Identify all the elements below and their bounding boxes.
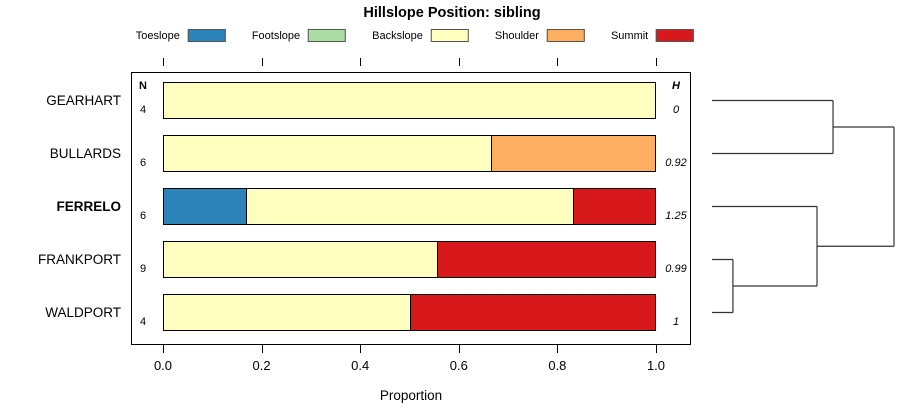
bar-ferrelo	[163, 188, 656, 225]
bar-segment-summit	[572, 189, 655, 224]
x-axis-top-tick	[163, 58, 164, 66]
bar-segment-backslope	[164, 242, 437, 277]
legend-swatch-footslope	[308, 29, 347, 42]
x-axis-title: Proportion	[379, 388, 443, 403]
n-value-frankport: 9	[139, 263, 147, 275]
row-label-frankport: FRANKPORT	[37, 252, 121, 267]
h-value-bullards: 0.92	[665, 157, 687, 169]
legend-item-backslope: Backslope	[372, 29, 469, 42]
x-axis-top-tick	[656, 58, 657, 66]
x-axis-bottom-tick	[163, 345, 164, 353]
bar-segment-summit	[436, 242, 655, 277]
x-axis-bottom-tick	[458, 345, 460, 353]
h-value-frankport: 0.99	[665, 263, 687, 275]
legend-label: Footslope	[251, 29, 301, 42]
x-axis-bottom-tick	[557, 345, 559, 353]
x-axis-tick-label: 1.0	[646, 358, 666, 373]
x-axis-top-tick	[261, 58, 263, 66]
legend-item-footslope: Footslope	[251, 29, 347, 42]
x-axis-tick-label: 0.8	[548, 358, 567, 373]
row-label-gearhart: GEARHART	[46, 93, 121, 108]
chart-title: Hillslope Position: sibling	[363, 5, 541, 21]
row-label-bullards: BULLARDS	[49, 146, 121, 161]
bar-gearhart	[163, 82, 656, 119]
legend-swatch-shoulder	[546, 29, 585, 42]
legend-swatch-toeslope	[187, 29, 226, 42]
n-column-header: N	[139, 80, 147, 92]
legend: Toeslope Footslope Backslope Shoulder Summit	[136, 29, 695, 42]
bar-waldport	[163, 294, 656, 331]
legend-item-shoulder: Shoulder	[495, 29, 585, 42]
x-axis-bottom-tick	[656, 345, 657, 353]
h-value-ferrelo: 1.25	[665, 210, 687, 222]
x-axis-top-tick	[458, 58, 460, 66]
x-axis-tick-label: 0.0	[153, 358, 173, 373]
bar-segment-backslope	[164, 295, 410, 330]
legend-label: Backslope	[372, 29, 423, 42]
bar-segment-summit	[409, 295, 655, 330]
n-value-bullards: 6	[139, 157, 147, 169]
legend-item-toeslope: Toeslope	[136, 29, 226, 42]
x-axis-top-tick	[557, 58, 559, 66]
bar-segment-shoulder	[491, 136, 655, 171]
h-value-gearhart: 0	[672, 104, 680, 116]
x-axis-tick-label: 0.6	[449, 358, 468, 373]
bar-frankport	[163, 241, 656, 278]
row-label-waldport: WALDPORT	[45, 305, 121, 320]
legend-label: Summit	[610, 29, 649, 42]
x-axis-bottom-tick	[261, 345, 263, 353]
h-value-waldport: 1	[672, 316, 680, 328]
n-value-gearhart: 4	[139, 104, 147, 116]
bar-segment-backslope	[245, 189, 573, 224]
legend-item-summit: Summit	[610, 29, 695, 42]
legend-label: Toeslope	[135, 29, 180, 42]
row-label-ferrelo: FERRELO	[56, 199, 121, 214]
bar-bullards	[163, 135, 656, 172]
x-axis-tick-label: 0.2	[252, 358, 271, 373]
legend-swatch-summit	[656, 29, 695, 42]
bar-segment-backslope	[164, 136, 492, 171]
x-axis-tick-label: 0.4	[351, 358, 370, 373]
h-column-header: H	[672, 80, 680, 92]
x-axis-top-tick	[360, 58, 362, 66]
legend-swatch-backslope	[430, 29, 469, 42]
bar-segment-toeslope	[164, 189, 246, 224]
x-axis-bottom-tick	[360, 345, 362, 353]
legend-label: Shoulder	[494, 29, 539, 42]
bar-segment-backslope	[164, 83, 655, 118]
n-value-ferrelo: 6	[139, 210, 147, 222]
n-value-waldport: 4	[139, 316, 147, 328]
